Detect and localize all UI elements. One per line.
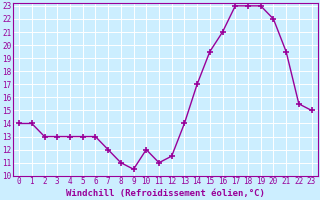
X-axis label: Windchill (Refroidissement éolien,°C): Windchill (Refroidissement éolien,°C) (66, 189, 265, 198)
